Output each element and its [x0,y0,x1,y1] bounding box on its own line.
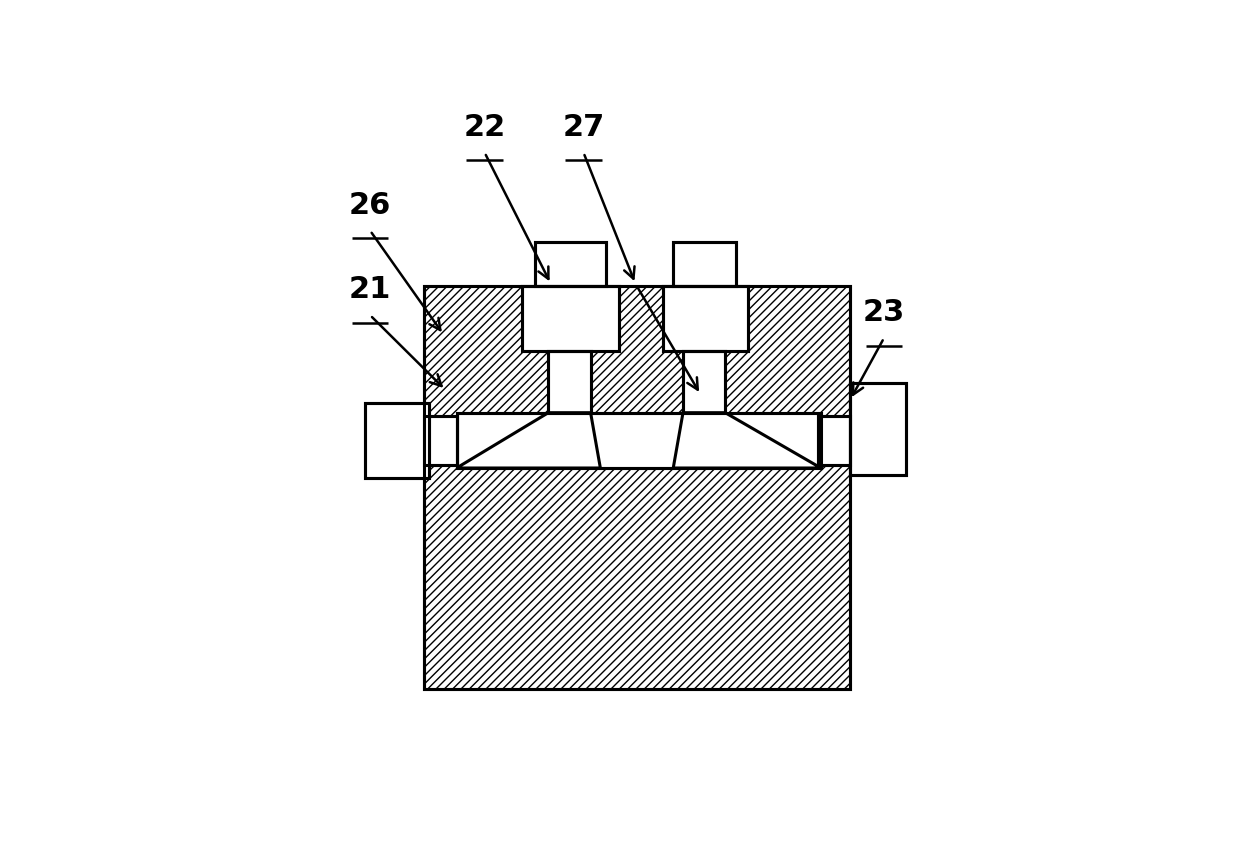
Bar [366,403,429,479]
Bar [683,351,725,414]
Bar [548,351,590,414]
Bar [663,286,748,351]
Bar [673,242,737,286]
Bar [663,286,748,351]
Bar [817,416,851,465]
Bar [534,242,606,286]
Bar [424,286,851,690]
Bar [683,351,725,414]
Bar [534,242,606,286]
Bar [522,286,619,351]
Bar [851,384,905,475]
Bar [673,242,737,286]
Bar [548,351,590,414]
Bar [366,403,429,479]
Bar [424,416,456,465]
Bar [522,286,619,351]
Bar [456,414,821,468]
Bar [456,414,821,468]
Bar [817,416,851,465]
Text: 21: 21 [348,275,392,304]
Text: 26: 26 [348,191,392,219]
Text: 22: 22 [464,112,506,142]
Text: 27: 27 [562,112,605,142]
Bar [424,286,851,690]
Polygon shape [456,414,600,468]
Bar [424,416,456,465]
Bar [851,384,905,475]
Polygon shape [673,414,821,468]
Text: 23: 23 [863,298,905,327]
